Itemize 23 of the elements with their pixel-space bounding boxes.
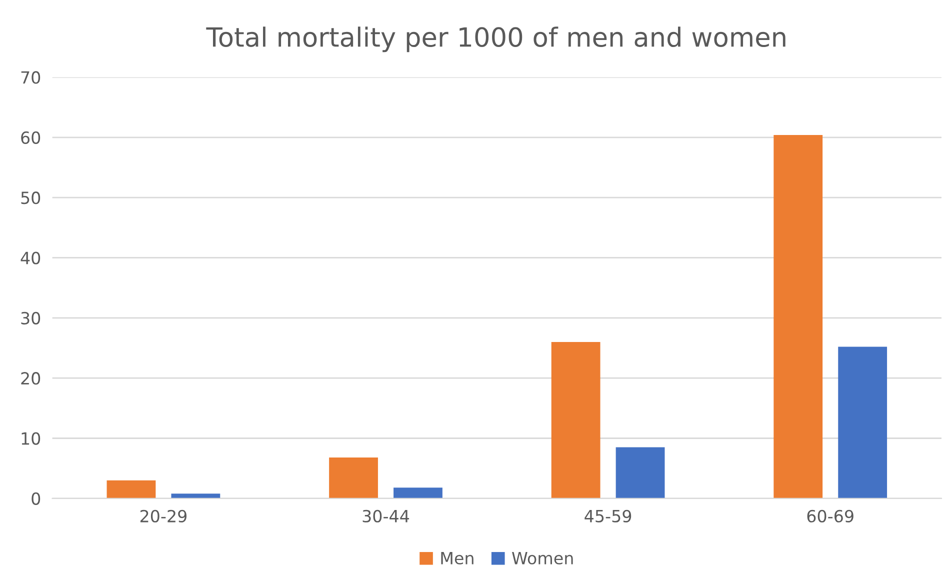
y-tick-label: 0 — [32, 492, 40, 505]
bar — [329, 458, 378, 498]
y-tick-label: 10 — [22, 432, 40, 445]
bar — [838, 346, 888, 498]
bar — [171, 494, 220, 498]
x-tick-label: 30-44 — [362, 510, 410, 522]
y-tick-label: 30 — [21, 312, 40, 324]
y-tick-label: 40 — [20, 252, 40, 264]
legend-label: Women — [512, 552, 573, 564]
x-tick-label: 45-59 — [584, 510, 632, 522]
y-tick-label: 20 — [21, 372, 40, 385]
x-tick-label: 20-29 — [140, 510, 186, 522]
chart-title: Total mortality per 1000 of men and women — [206, 26, 786, 52]
bar — [616, 447, 665, 498]
bar — [106, 480, 156, 498]
bar — [394, 488, 442, 498]
y-tick-label: 70 — [21, 71, 40, 84]
bar — [551, 342, 600, 498]
legend-label: Men — [441, 552, 474, 564]
x-tick-label: 60-69 — [807, 510, 854, 522]
y-tick-label: 60 — [21, 131, 40, 144]
bar — [774, 134, 823, 498]
y-tick-label: 50 — [21, 192, 40, 204]
